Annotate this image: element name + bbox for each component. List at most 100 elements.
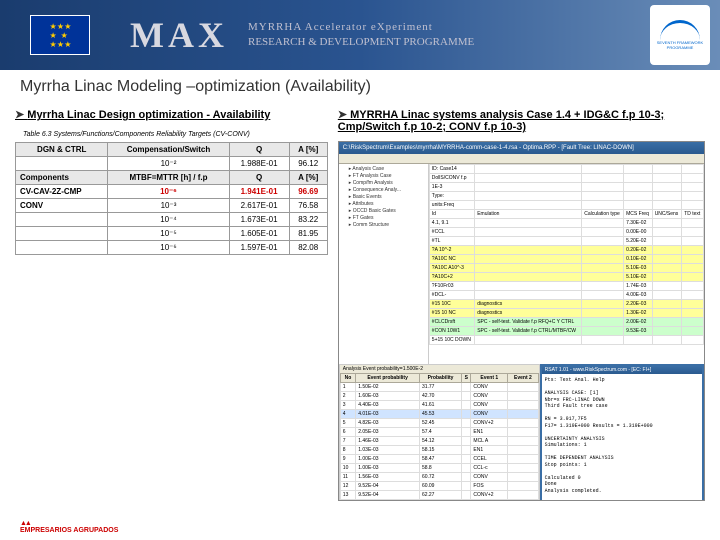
grid-cell: 5.10E-02 — [624, 273, 653, 282]
grid-cell: 4.00E-03 — [624, 291, 653, 300]
lower-row[interactable]: 101.00E-0358.8CCL-c — [340, 464, 538, 473]
grid-row[interactable]: ?F10Fr031.74E-03 — [429, 282, 703, 291]
grid-row[interactable]: 5+15 10C DOWN — [429, 336, 703, 345]
tree-item[interactable]: ▸ Comm Structure — [341, 222, 426, 229]
app-body: ▸ Analysis Case▸ FT Analysis Case▸ Comp/… — [339, 164, 704, 364]
grid-row[interactable]: #CON 10W1SPC - self-test. Validate f.p C… — [429, 327, 703, 336]
grid-cell — [582, 201, 624, 210]
lower-row[interactable]: 81.03E-0358.15EN1 — [340, 446, 538, 455]
lower-grid: NoEvent probabilityProbabilitySEvent 1Ev… — [340, 373, 539, 501]
grid-cell — [682, 327, 704, 336]
grid-cell — [682, 246, 704, 255]
grid-cell — [682, 291, 704, 300]
grid-cell — [624, 201, 653, 210]
lower-row[interactable]: 34.40E-0341.61CONV — [340, 401, 538, 410]
grid-cell — [582, 246, 624, 255]
main-panel: ID: Case14DollS/CONV f.p1E-3Type:units:F… — [429, 164, 704, 364]
table-row: 10⁻² 1.988E-01 96.12 — [16, 157, 328, 171]
grid-cell: 5.10E-03 — [624, 264, 653, 273]
tree-item[interactable]: ▸ Basic Events — [341, 194, 426, 201]
lower-cell — [462, 392, 471, 401]
td — [16, 241, 108, 255]
grid-row[interactable]: ?A10C A10^-35.10E-03 — [429, 264, 703, 273]
lower-cell — [462, 401, 471, 410]
grid-row[interactable]: IdEmulationCalculation typeMCS FreqUNC/S… — [429, 210, 703, 219]
grid-row[interactable]: ID: Case14 — [429, 165, 703, 174]
lower-cell: 4.40E-03 — [356, 401, 420, 410]
grid-row[interactable]: #CLCDrsftSPC - self-test. Validate f.p R… — [429, 318, 703, 327]
grid-row[interactable]: 4.1, 9.17.30E-02 — [429, 219, 703, 228]
results-popup: RSAT 1.01 - www.RiskSpectrum.com - [EC: … — [540, 364, 704, 501]
lower-row[interactable]: 44.01E-0345.53CONV — [340, 410, 538, 419]
tree-item[interactable]: ▸ Consequence Analy... — [341, 187, 426, 194]
td — [16, 157, 108, 171]
grid-cell — [652, 255, 682, 264]
header-line1: MYRRHA Accelerator eXperiment — [248, 20, 474, 35]
grid-row[interactable]: #DCL-4.00E-03 — [429, 291, 703, 300]
lower-cell: 41.61 — [419, 401, 461, 410]
grid-row[interactable]: ?A 10^-20.20E-02 — [429, 246, 703, 255]
tree-item[interactable]: ▸ FT Analysis Case — [341, 173, 426, 180]
grid-cell — [475, 183, 582, 192]
lower-row[interactable]: 11.50E-0231.77CONV — [340, 383, 538, 392]
grid-cell — [652, 201, 682, 210]
lower-cell: 9.52E-04 — [356, 500, 420, 502]
grid-cell — [682, 273, 704, 282]
grid-cell — [475, 228, 582, 237]
grid-cell — [652, 318, 682, 327]
grid-cell: 5.20E-02 — [624, 237, 653, 246]
grid-cell — [652, 336, 682, 345]
lower-th: S — [462, 374, 471, 383]
lower-cell: 57.4 — [419, 428, 461, 437]
grid-cell — [582, 174, 624, 183]
tree-item[interactable]: ▸ Analysis Case — [341, 166, 426, 173]
lower-cell — [508, 383, 538, 392]
lower-row[interactable]: 111.56E-0360.72CONV — [340, 473, 538, 482]
grid-row[interactable]: DollS/CONV f.p — [429, 174, 703, 183]
grid-row[interactable]: units:Freq — [429, 201, 703, 210]
grid-cell — [624, 174, 653, 183]
grid-cell: 2.00E-02 — [624, 318, 653, 327]
grid-cell — [475, 219, 582, 228]
grid-row[interactable]: Type: — [429, 192, 703, 201]
lower-row[interactable]: 149.52E-0463.27MCL A — [340, 500, 538, 502]
fp7-logo: SEVENTH FRAMEWORK PROGRAMME — [650, 5, 710, 65]
grid-cell — [475, 282, 582, 291]
grid-cell — [652, 291, 682, 300]
grid-row[interactable]: #CCL0.00E-00 — [429, 228, 703, 237]
grid-cell — [652, 264, 682, 273]
grid-cell — [652, 273, 682, 282]
grid-cell — [682, 201, 704, 210]
lower-row[interactable]: 62.05E-0357.4EN1 — [340, 428, 538, 437]
td: 2.617E-01 — [229, 199, 289, 213]
grid-row[interactable]: ?A10C NC0.10E-02 — [429, 255, 703, 264]
grid-row[interactable]: #15 10Cdiagnostics2.20E-03 — [429, 300, 703, 309]
grid-cell — [475, 201, 582, 210]
grid-cell — [582, 291, 624, 300]
grid-row[interactable]: ?A10C+25.10E-02 — [429, 273, 703, 282]
lower-row[interactable]: 129.52E-0460.09FOS — [340, 482, 538, 491]
grid-cell — [682, 309, 704, 318]
lower-row[interactable]: 54.82E-0352.45CONV+2 — [340, 419, 538, 428]
grid-row[interactable]: #15 10 NCdiagnostics1.30E-02 — [429, 309, 703, 318]
grid-cell — [624, 165, 653, 174]
lower-cell: MCL A — [471, 500, 508, 502]
lower-row[interactable]: 21.60E-0342.70CONV — [340, 392, 538, 401]
lower-cell: 1 — [340, 383, 355, 392]
tree-item[interactable]: ▸ Attributes — [341, 201, 426, 208]
tree-item[interactable]: ▸ OCCD Basic Gates — [341, 208, 426, 215]
grid-cell — [652, 192, 682, 201]
lower-row[interactable]: 91.00E-0358.47CCEL — [340, 455, 538, 464]
tree-item[interactable]: ▸ Comp/fm Analysis — [341, 180, 426, 187]
grid-row[interactable]: 1E-3 — [429, 183, 703, 192]
lower-table-title: Analysis Event probability=1.500E-2 — [340, 365, 539, 373]
lower-row[interactable]: 139.52E-0462.27CONV+2 — [340, 491, 538, 500]
grid-row[interactable]: #TL5.20E-02 — [429, 237, 703, 246]
tree-item[interactable]: ▸ FT Gates — [341, 215, 426, 222]
lower-cell — [462, 383, 471, 392]
lower-cell — [462, 473, 471, 482]
left-heading: Myrrha Linac Design optimization - Avail… — [15, 104, 328, 129]
lower-cell: 31.77 — [419, 383, 461, 392]
lower-row[interactable]: 71.46E-0354.12MCL A — [340, 437, 538, 446]
grid-cell — [582, 309, 624, 318]
